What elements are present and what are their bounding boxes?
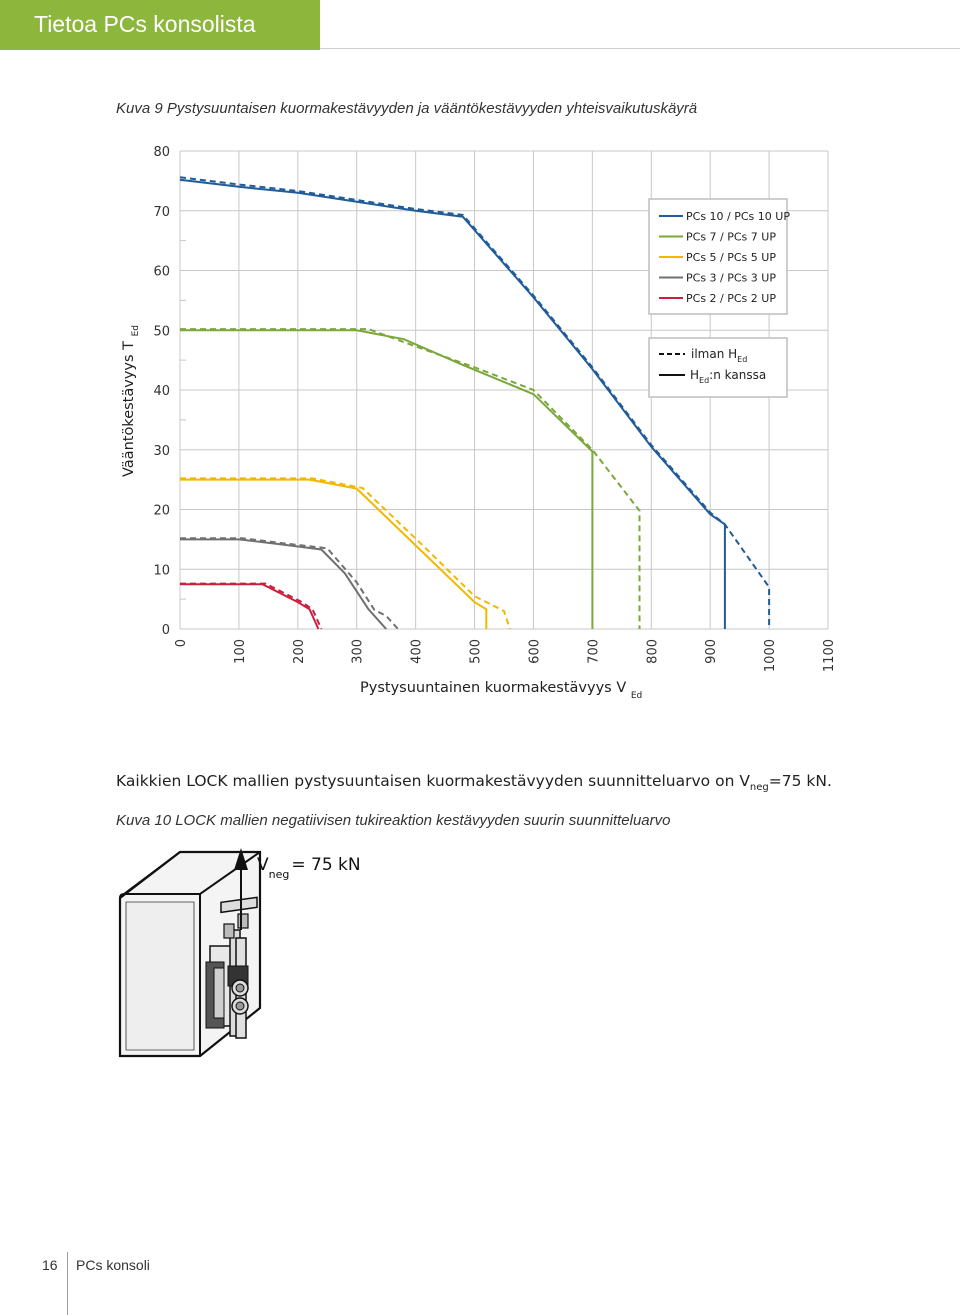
legend-linestyle-label: HEd:n kanssa — [690, 368, 766, 385]
header-title: Tietoa PCs konsolista — [34, 11, 256, 37]
series-line-dashed — [180, 477, 511, 630]
legend-entry-label: PCs 5 / PCs 5 UP — [686, 251, 776, 264]
series-line-solid — [180, 583, 320, 630]
lock-bracket — [205, 896, 258, 1039]
x-tick-label: 300 — [351, 639, 366, 664]
x-tick-label: 0 — [174, 639, 189, 647]
x-tick-label: 600 — [527, 639, 542, 664]
legend-entry-label: PCs 2 / PCs 2 UP — [686, 292, 776, 305]
series-line-solid — [179, 178, 726, 629]
force-label: Vneg = 75 kN — [257, 855, 361, 881]
figure-9-caption: Kuva 9 Pystysuuntaisen kuormakestävyyden… — [116, 100, 698, 117]
series-line-solid — [180, 478, 488, 629]
figure-10-caption: Kuva 10 LOCK mallien negatiivisen tukire… — [116, 812, 671, 829]
legend-entry-label: PCs 7 / PCs 7 UP — [686, 231, 776, 244]
y-axis-title: Vääntökestävyys T Ed — [121, 325, 141, 477]
page-number: 16 — [42, 1257, 58, 1273]
x-tick-label: 900 — [704, 639, 719, 664]
x-tick-label: 1000 — [763, 639, 778, 672]
y-tick-label: 50 — [153, 324, 170, 339]
legend-entry-label: PCs 3 / PCs 3 UP — [686, 272, 776, 285]
design-value-note-sub: neg — [749, 782, 769, 794]
force-arrow — [234, 848, 248, 930]
x-tick-label: 1100 — [822, 639, 837, 672]
y-tick-label: 30 — [153, 444, 170, 459]
series-line-solid — [180, 329, 594, 629]
header-bar — [0, 0, 320, 50]
design-value-note: Kaikkien LOCK mallien pystysuuntaisen ku… — [116, 772, 832, 793]
x-tick-label: 500 — [469, 639, 484, 664]
series-line-dashed — [180, 328, 641, 629]
chart-series — [179, 176, 771, 630]
legend-linestyle-label: ilman HEd — [691, 347, 747, 364]
y-tick-label: 60 — [153, 265, 170, 280]
lock-console-illustration: Vneg = 75 kN — [118, 848, 361, 1058]
x-axis-title: Pystysuuntainen kuormakestävyys V Ed — [360, 680, 642, 701]
x-tick-label: 700 — [586, 639, 601, 664]
legend-box-linestyle — [648, 337, 788, 398]
y-tick-label: 0 — [162, 623, 170, 638]
y-tick-label: 70 — [153, 205, 170, 220]
legend-entry-label: PCs 10 / PCs 10 UP — [686, 210, 790, 223]
design-value-note-main: Kaikkien LOCK mallien pystysuuntaisen ku… — [116, 772, 750, 790]
x-tick-label: 100 — [233, 639, 248, 664]
x-tick-label: 400 — [410, 639, 425, 664]
series-line-solid — [180, 538, 387, 630]
y-tick-label: 40 — [153, 384, 170, 399]
series-line-dashed — [180, 582, 323, 630]
section-name: PCs konsoli — [76, 1257, 150, 1273]
footer-divider — [67, 1252, 68, 1315]
y-tick-label: 20 — [153, 504, 170, 519]
series-line-dashed — [180, 537, 399, 630]
chart-legend: PCs 10 / PCs 10 UP PCs 7 / PCs 7 UP PCs 5 … — [648, 198, 790, 398]
chart-axis-titles: Pystysuuntainen kuormakestävyys V Ed Vään… — [121, 325, 642, 701]
x-tick-label: 800 — [645, 639, 660, 664]
header-divider — [320, 48, 960, 49]
x-tick-label: 200 — [292, 639, 307, 664]
design-value-note-end: =75 kN. — [768, 772, 832, 790]
y-tick-label: 10 — [153, 563, 170, 578]
y-tick-label: 80 — [153, 145, 170, 160]
